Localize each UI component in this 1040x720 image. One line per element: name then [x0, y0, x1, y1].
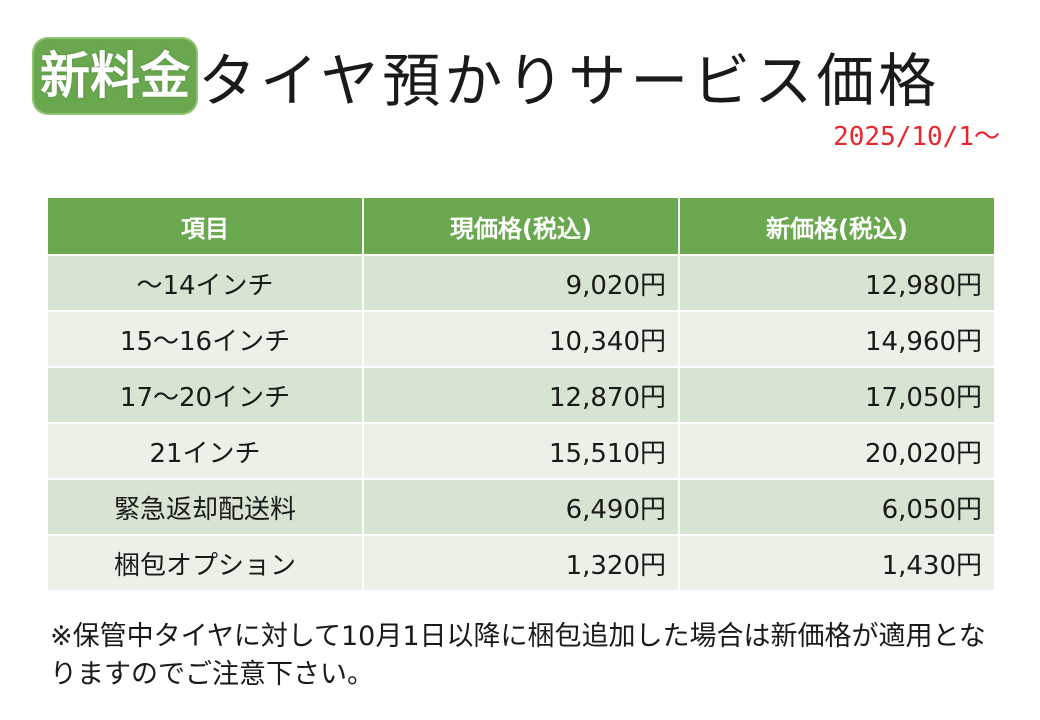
table-row: 梱包オプション 1,320円 1,430円: [46, 534, 996, 592]
price-table: 項目 現価格(税込) 新価格(税込) 〜14インチ 9,020円 12,980円…: [46, 196, 996, 592]
column-header-current-price: 現価格(税込): [362, 196, 680, 256]
row-new-price: 17,050円: [678, 366, 996, 424]
row-new-price: 12,980円: [678, 254, 996, 312]
table-row: 緊急返却配送料 6,490円 6,050円: [46, 478, 996, 536]
table-header-row: 項目 現価格(税込) 新価格(税込): [46, 196, 996, 256]
row-item: 梱包オプション: [46, 534, 364, 592]
table-row: 17〜20インチ 12,870円 17,050円: [46, 366, 996, 424]
column-header-item: 項目: [46, 196, 364, 256]
row-item: 緊急返却配送料: [46, 478, 364, 536]
row-current-price: 15,510円: [362, 422, 680, 480]
table-row: 15〜16インチ 10,340円 14,960円: [46, 310, 996, 368]
row-new-price: 14,960円: [678, 310, 996, 368]
column-header-new-price: 新価格(税込): [678, 196, 996, 256]
row-new-price: 20,020円: [678, 422, 996, 480]
page-title: 新料金 タイヤ預かりサービス価格: [34, 34, 940, 118]
row-item: 〜14インチ: [46, 254, 364, 312]
effective-date: 2025/10/1〜: [833, 122, 1000, 152]
row-current-price: 10,340円: [362, 310, 680, 368]
row-current-price: 12,870円: [362, 366, 680, 424]
row-new-price: 1,430円: [678, 534, 996, 592]
table-row: 21インチ 15,510円 20,020円: [46, 422, 996, 480]
new-price-badge: 新料金: [34, 39, 196, 113]
row-current-price: 9,020円: [362, 254, 680, 312]
row-current-price: 1,320円: [362, 534, 680, 592]
table-row: 〜14インチ 9,020円 12,980円: [46, 254, 996, 312]
row-current-price: 6,490円: [362, 478, 680, 536]
row-new-price: 6,050円: [678, 478, 996, 536]
page-title-text: タイヤ預かりサービス価格: [198, 47, 941, 115]
row-item: 17〜20インチ: [46, 366, 364, 424]
row-item: 21インチ: [46, 422, 364, 480]
notice-text: ※保管中タイヤに対して10月1日以降に梱包追加した場合は新価格が適用となりますの…: [50, 621, 986, 690]
row-item: 15〜16インチ: [46, 310, 364, 368]
